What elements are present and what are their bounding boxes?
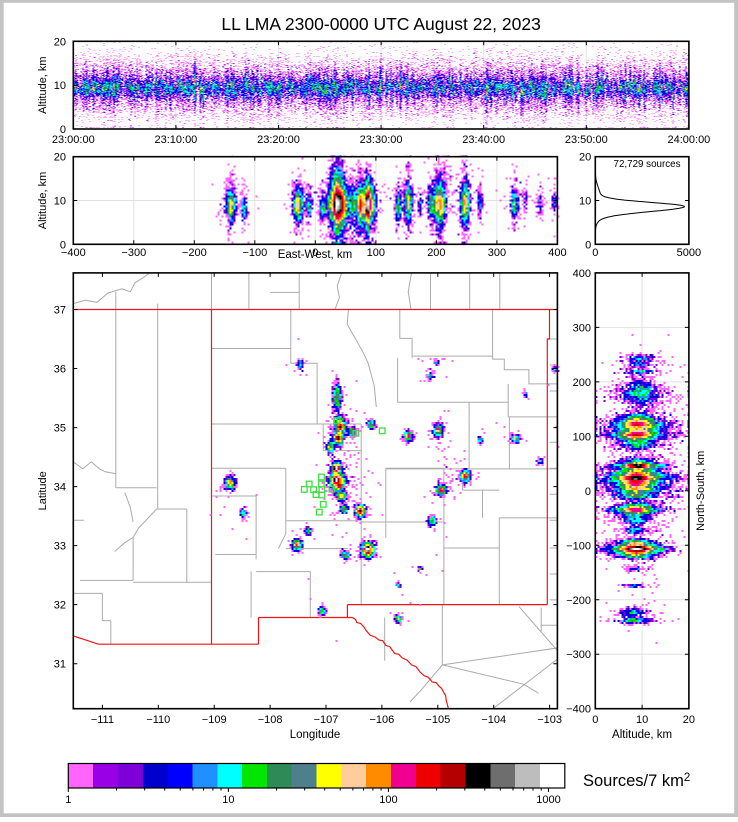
svg-text:34: 34	[54, 482, 66, 494]
svg-text:−100: −100	[566, 540, 591, 552]
svg-text:East-West, km: East-West, km	[278, 249, 353, 261]
svg-text:Latitude: Latitude	[37, 471, 49, 510]
svg-text:10: 10	[636, 714, 648, 726]
svg-text:32: 32	[54, 600, 66, 612]
svg-text:−108: −108	[258, 714, 283, 726]
svg-text:−106: −106	[370, 714, 395, 726]
svg-text:100: 100	[367, 247, 385, 259]
svg-text:23:10:00: 23:10:00	[154, 134, 197, 146]
svg-text:20: 20	[54, 36, 66, 48]
svg-text:−200: −200	[566, 595, 591, 607]
svg-text:1: 1	[65, 794, 71, 806]
svg-text:0: 0	[312, 247, 318, 259]
svg-text:−300: −300	[566, 649, 591, 661]
svg-text:23:30:00: 23:30:00	[360, 134, 403, 146]
svg-text:Altitude, km: Altitude, km	[612, 729, 672, 741]
svg-text:23:40:00: 23:40:00	[462, 134, 505, 146]
svg-text:0: 0	[585, 486, 591, 498]
svg-text:0: 0	[585, 239, 591, 251]
svg-text:Altitude, km: Altitude, km	[37, 56, 49, 113]
svg-text:33: 33	[54, 541, 66, 553]
svg-text:0: 0	[60, 124, 66, 136]
svg-text:200: 200	[427, 247, 445, 259]
svg-text:−107: −107	[314, 714, 339, 726]
svg-text:35: 35	[54, 423, 66, 435]
svg-text:10: 10	[222, 794, 234, 806]
svg-text:400: 400	[573, 268, 591, 280]
svg-text:−105: −105	[425, 714, 450, 726]
svg-text:20: 20	[54, 152, 66, 164]
svg-text:LL LMA 2300-0000 UTC August 22: LL LMA 2300-0000 UTC August 22, 2023	[221, 14, 540, 34]
svg-text:37: 37	[54, 305, 66, 317]
svg-text:72,729 sources: 72,729 sources	[614, 159, 681, 170]
svg-text:10: 10	[579, 196, 591, 208]
svg-text:5000: 5000	[677, 247, 701, 259]
svg-text:23:20:00: 23:20:00	[257, 134, 300, 146]
svg-text:−300: −300	[121, 247, 146, 259]
svg-text:10: 10	[54, 80, 66, 92]
svg-text:North-South, km: North-South, km	[695, 451, 707, 531]
svg-text:−104: −104	[481, 714, 506, 726]
svg-text:300: 300	[488, 247, 506, 259]
svg-text:1000: 1000	[536, 794, 560, 806]
svg-text:200: 200	[573, 377, 591, 389]
svg-text:100: 100	[379, 794, 397, 806]
svg-text:23:00:00: 23:00:00	[52, 134, 95, 146]
svg-text:100: 100	[573, 431, 591, 443]
svg-text:Altitude, km: Altitude, km	[37, 172, 49, 229]
svg-text:Longitude: Longitude	[290, 729, 341, 741]
svg-text:0: 0	[592, 247, 598, 259]
svg-text:0: 0	[592, 714, 598, 726]
svg-text:20: 20	[579, 152, 591, 164]
svg-text:31: 31	[54, 659, 66, 671]
svg-text:36: 36	[54, 364, 66, 376]
svg-text:0: 0	[60, 239, 66, 251]
svg-text:−200: −200	[182, 247, 207, 259]
svg-text:23:50:00: 23:50:00	[565, 134, 608, 146]
svg-text:−110: −110	[146, 714, 170, 726]
svg-text:400: 400	[548, 247, 566, 259]
svg-text:20: 20	[683, 714, 695, 726]
svg-text:300: 300	[573, 322, 591, 334]
svg-text:Sources/7 km2: Sources/7 km2	[583, 772, 690, 790]
svg-text:−100: −100	[242, 247, 267, 259]
svg-text:−111: −111	[91, 714, 114, 726]
svg-text:−400: −400	[61, 247, 86, 259]
svg-text:−400: −400	[566, 704, 591, 716]
svg-text:−109: −109	[202, 714, 227, 726]
svg-text:10: 10	[54, 196, 66, 208]
svg-text:24:00:00: 24:00:00	[667, 134, 710, 146]
svg-text:−103: −103	[537, 714, 562, 726]
